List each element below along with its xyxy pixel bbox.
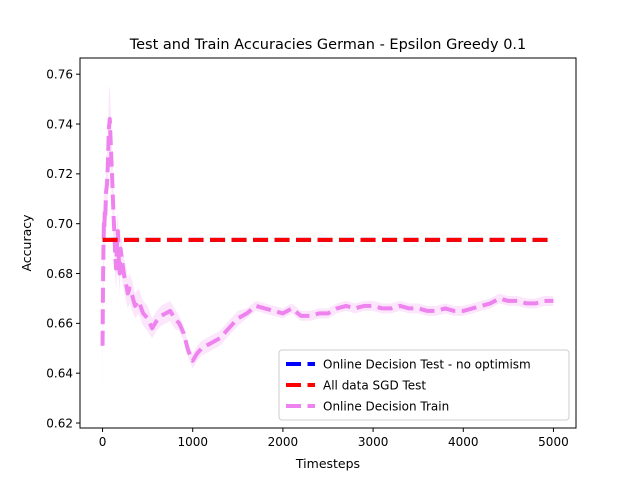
x-tick-label: 1000 (177, 435, 208, 449)
axes-frame (79, 57, 577, 429)
y-tick-label: 0.68 (46, 267, 73, 281)
legend-label: Online Decision Test - no optimism (323, 358, 531, 372)
x-tick-label: 3000 (358, 435, 389, 449)
chart-title: Test and Train Accuracies German - Epsil… (129, 37, 527, 53)
y-tick-label: 0.64 (46, 366, 73, 380)
x-tick-label: 2000 (268, 435, 299, 449)
y-tick-label: 0.76 (46, 67, 73, 81)
y-tick-label: 0.62 (46, 416, 73, 430)
y-axis-label: Accuracy (19, 214, 34, 272)
y-tick-label: 0.66 (46, 317, 73, 331)
plot-area (100, 84, 554, 396)
y-tick-label: 0.74 (46, 117, 73, 131)
axis-ticks: 0 1000 2000 3000 4000 5000 0.62 0.64 0.66 0.68 0.7… (46, 67, 568, 449)
y-tick-label: 0.70 (46, 217, 73, 231)
legend-label: Online Decision Train (323, 400, 449, 414)
legend-label: All data SGD Test (323, 379, 426, 393)
series-line-online-decision-train (100, 117, 554, 363)
x-axis-label: Timesteps (295, 456, 360, 471)
x-tick-label: 0 (99, 435, 107, 449)
x-tick-label: 5000 (538, 435, 569, 449)
legend: Online Decision Test - no optimism All da… (278, 349, 570, 421)
legend-box (278, 349, 570, 421)
x-tick-label: 4000 (448, 435, 479, 449)
y-tick-label: 0.72 (46, 167, 73, 181)
